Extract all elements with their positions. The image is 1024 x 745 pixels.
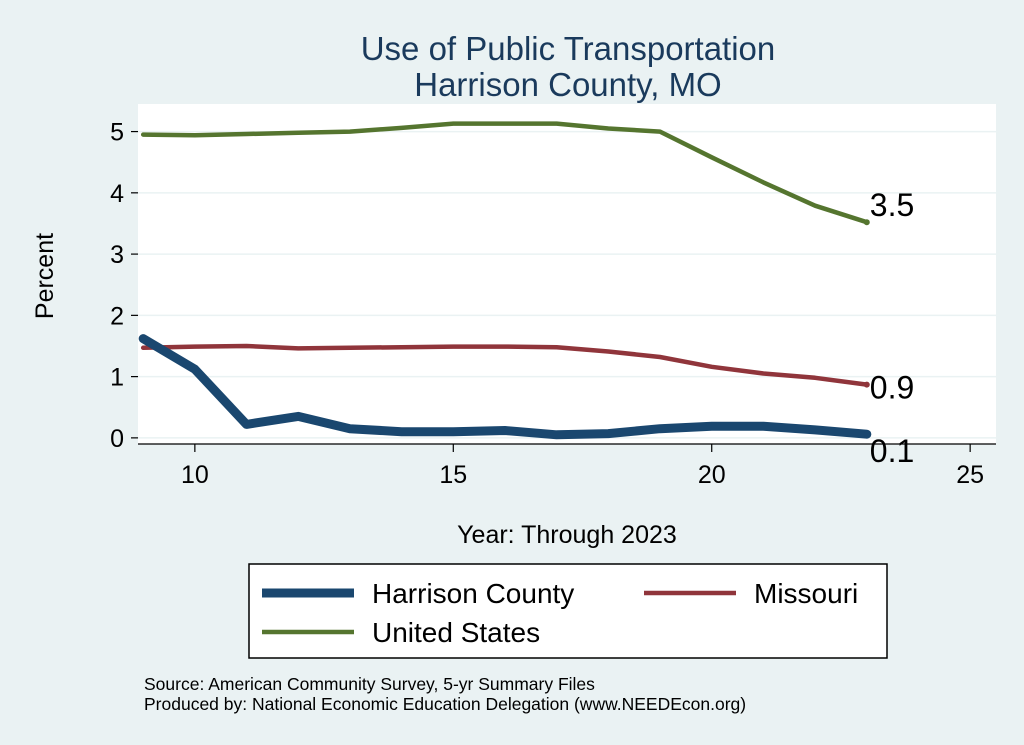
y-tick-label-4: 4 — [110, 180, 124, 208]
source-line-2: Produced by: National Economic Education… — [144, 694, 746, 714]
end-label-united-states: 3.5 — [870, 187, 914, 223]
x-tick-label-1: 15 — [439, 461, 467, 489]
source-line-1: Source: American Community Survey, 5-yr … — [144, 674, 595, 694]
y-tick-label-1: 1 — [110, 364, 124, 392]
series-end-point-missouri — [863, 381, 870, 388]
end-label-missouri: 0.9 — [870, 370, 914, 406]
y-tick-label-3: 3 — [110, 241, 124, 269]
y-tick-label-0: 0 — [110, 425, 124, 453]
end-labels: 3.5 0.9 0.1 — [870, 187, 914, 469]
legend-label-harrison-county: Harrison County — [372, 578, 574, 609]
y-axis-label: Percent — [31, 233, 59, 319]
x-tick-label-3: 25 — [956, 461, 984, 489]
legend-label-missouri: Missouri — [754, 578, 858, 609]
y-tick-label-5: 5 — [110, 119, 124, 147]
y-tick-label-2: 2 — [110, 302, 124, 330]
series-end-point-united-states — [863, 219, 870, 226]
chart-title-line-2: Harrison County, MO — [414, 66, 721, 103]
plot-area — [138, 104, 996, 444]
chart-title-line-1: Use of Public Transportation — [361, 30, 776, 67]
x-tick-label-0: 10 — [181, 461, 209, 489]
series-line-united-states — [140, 121, 870, 225]
legend-box — [248, 563, 888, 659]
x-tick-label-2: 20 — [698, 461, 726, 489]
axes: 0 1 2 3 4 5 10 15 20 25 — [110, 119, 996, 489]
legend-label-united-states: United States — [372, 617, 540, 648]
series-line-missouri — [140, 343, 870, 387]
series-layer — [138, 121, 872, 440]
legend: Harrison County Missouri United States — [248, 563, 888, 659]
series-line-harrison-county — [138, 334, 872, 440]
end-label-harrison-county: 0.1 — [870, 433, 914, 469]
series-end-point-harrison-county — [863, 431, 870, 438]
x-axis-label: Year: Through 2023 — [457, 521, 677, 549]
legend-items: Harrison County Missouri United States — [262, 578, 858, 648]
